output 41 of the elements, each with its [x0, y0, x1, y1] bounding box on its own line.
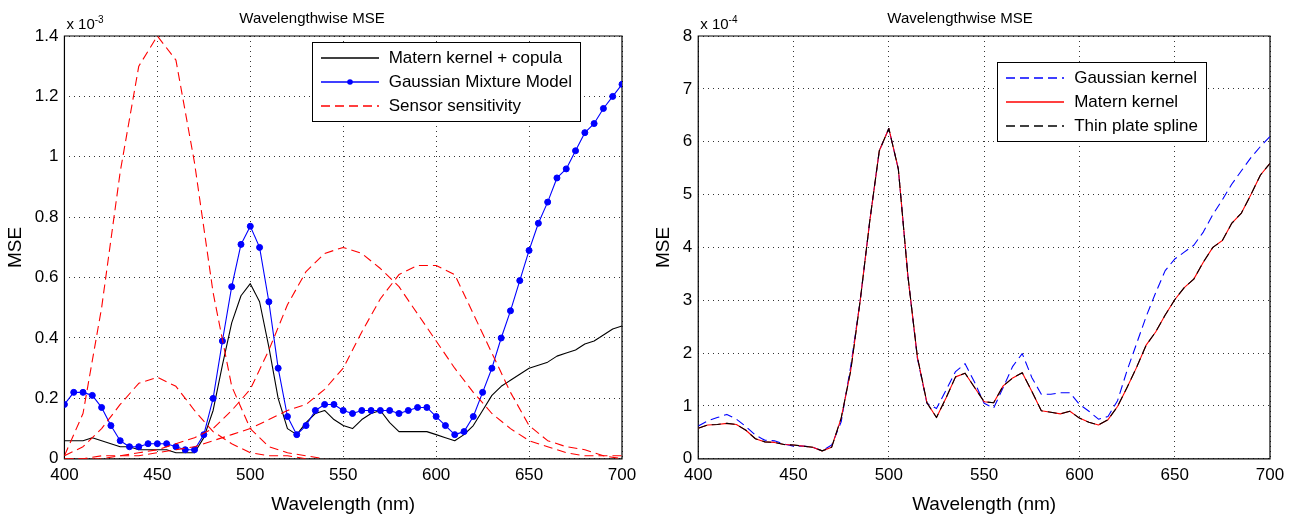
y-tick-label: 0.6 [34, 267, 59, 287]
y-tick-label: 8 [682, 25, 693, 45]
x-tick-label: 450 [143, 464, 172, 484]
legend-label: Gaussian kernel [1074, 67, 1198, 89]
x-tick-label: 700 [607, 464, 637, 484]
y-tick-label: 7 [682, 78, 693, 98]
y-tick-label: 4 [682, 237, 693, 257]
x-tick-label: 550 [329, 464, 358, 484]
x-tick-label: 500 [236, 464, 265, 484]
legend-label: Matern kernel [1074, 91, 1179, 113]
y-tick-label: 6 [682, 131, 693, 151]
y-axis-title: MSE [3, 226, 25, 268]
text: x 10$^{-3}$ [66, 14, 104, 32]
y-tick-label: 1 [682, 395, 693, 415]
y-tick-label: 5 [682, 184, 693, 204]
y-tick-label: 3 [682, 289, 693, 309]
chart-title: Wavelengthwise MSE [239, 9, 385, 27]
chart-title: Wavelengthwise MSE [887, 9, 1033, 27]
y-tick-label: 1.2 [34, 86, 59, 106]
x-tick-label: 600 [421, 464, 451, 484]
x-tick-label: 650 [514, 464, 544, 484]
y-tick-label: 1.4 [34, 25, 59, 45]
y-axis-title: MSE [651, 226, 673, 268]
text: x 10$^{-4}$ [700, 14, 738, 32]
legend-label: Matern kernel + copula [388, 47, 563, 69]
y-tick-label: 0.8 [34, 206, 59, 226]
y-tick-label: 1 [48, 146, 59, 166]
x-tick-label: 600 [1065, 464, 1094, 484]
x-axis-title: Wavelength (nm) [912, 492, 1057, 514]
y-tick-label: 0.4 [34, 327, 59, 347]
x-tick-label: 550 [969, 464, 999, 484]
legend-label: Gaussian Mixture Model [388, 71, 572, 93]
x-tick-label: 700 [1255, 464, 1285, 484]
x-axis-title: Wavelength (nm) [271, 492, 416, 514]
x-tick-label: 650 [1160, 464, 1189, 484]
x-tick-label: 450 [779, 464, 808, 484]
legend-label: Thin plate spline [1074, 115, 1198, 137]
x-tick-label: 500 [874, 464, 904, 484]
legend-label: Sensor sensitivity [388, 95, 521, 117]
y-tick-label: 0.2 [34, 388, 59, 408]
y-tick-label: 2 [682, 342, 693, 362]
